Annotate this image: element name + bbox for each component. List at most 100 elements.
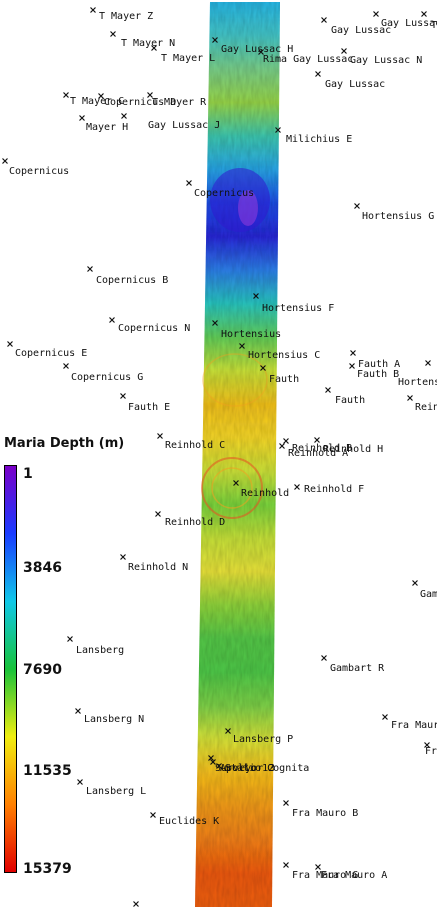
crater-fauth: Fauth [260,365,299,385]
crater-marker-icon [2,158,8,164]
crater-marker-icon [321,655,327,661]
crater-t-mayer-c: T Mayer C [63,92,124,107]
crater-label: Reinhold C [165,440,225,451]
crater-marker-icon [354,203,360,209]
crater-label: T Mayer Z [99,11,153,22]
crater-hortensius-c: Hortensius C [239,343,320,361]
crater-marker-icon [279,443,285,449]
crater-label: Fauth [335,395,365,406]
crater-marker-icon [121,113,127,119]
crater-marker-icon [79,115,85,121]
crater-label: Copernicus E [15,348,87,359]
crater-label: Hortensius E [398,377,437,388]
crater-label: Milichius E [286,134,352,145]
crater-marker-icon [147,92,153,98]
crater-label: Fauth A [358,359,400,370]
crater-marker-icon [253,293,259,299]
crater-label: Apollo 12 [220,763,274,774]
crater-euclides-k: Euclides K [150,812,219,827]
crater-label: Fra Mauro B [292,808,358,819]
crater-label: Gambart R [330,663,385,674]
crater-t-mayer-r: T Mayer R [147,92,207,108]
crater-copernicus-b: Copernicus B [87,266,168,286]
reinhold-crater-ring [201,457,263,519]
crater-marker-icon [186,180,192,186]
crater-reinhold-f: Reinhold F [294,484,364,495]
crater-marker-icon [421,11,427,17]
crater-gay-lussac-n: Gay Lussac N [341,48,422,66]
crater-label: Surveyor 3 [215,763,275,774]
crater-t-mayer-l: T Mayer L [151,45,215,64]
crater-label: Euclides K [159,816,219,827]
crater-t-mayer-z: T Mayer Z [90,7,153,22]
crater-milichius-e: Milichius E [275,127,352,145]
crater-statio-cognita: Statio Cognita [216,763,309,774]
crater-label: Hortensius G [362,211,434,222]
crater-marker-icon [349,363,355,369]
crater-marker-icon [133,901,139,907]
crater-label: Gambart [420,589,437,600]
crater-fra: Fra [424,742,437,757]
crater-marker-icon [283,800,289,806]
crater-marker-icon [63,92,69,98]
crater-marker-icon [283,438,289,444]
crater-marker-icon [75,708,81,714]
crater-marker-icon [98,93,104,99]
crater-marker-icon [67,636,73,642]
crater-marker-icon [239,343,245,349]
crater-lansberg: Lansberg [67,636,124,656]
crater-marker-icon [314,437,320,443]
legend-color-bar [4,465,17,873]
crater-marker-icon [315,71,321,77]
crater-label: Fra Mauro A [321,870,387,881]
crater-label: Gay Lussac A [381,18,437,29]
legend-tick-2: 3846 [23,560,62,576]
crater-label: Rima Gay Lussac [263,54,353,65]
legend-tick-3: 7690 [23,662,62,678]
crater-label: Reinhold N [128,562,188,573]
crater-label: Copernicus G [71,372,143,383]
crater-gay-lussac-j: Gay Lussac J [121,113,220,131]
crater-marker-icon [233,480,239,486]
crater-fauth-e: Fauth E [120,393,170,413]
crater-marker-icon [155,511,161,517]
crater-label: Lansberg N [84,714,144,725]
crater-label: Reinhold A [288,448,348,459]
crater-label: Hortensius C [248,350,320,361]
crater-hortensius: Hortensius [212,320,281,340]
crater-gay-lussac: Gay Lussac [315,71,385,90]
crater-marker-icon [315,864,321,870]
crater-copernicus: Copernicus [186,180,254,199]
crater-marker-icon [151,45,157,51]
crater-marker-icon [283,862,289,868]
crater-rima-gay-lussac: Rima Gay Lussac [258,49,353,65]
crater-label: Reinhold D [165,517,225,528]
crater-marker-icon [210,759,216,765]
crater-fra-mauro-a: Fra Mauro A [315,864,387,881]
crater-marker-icon [225,728,231,734]
reinhold-crater-inner [211,467,253,509]
crater-label: T Mayer N [121,38,175,49]
crater-reinhold-c: Reinhold C [157,433,225,451]
crater-marker-icon [7,341,13,347]
copernicus-deep-crater [210,168,270,232]
legend-tick-min: 1 [23,466,33,482]
crater-label: Gay Lussac [325,79,385,90]
crater-marker-icon [321,17,327,23]
crater-gambart: Gambart [412,580,437,600]
crater-hortensius-f: Hortensius F [253,293,334,314]
crater-apollo-12: Apollo 12 [210,759,274,774]
crater-label: Gay Lussac H [221,44,293,55]
crater-reinhold-h: Reinhold H [314,437,383,455]
crater-marker-icon [120,554,126,560]
crater-label: Fra [425,746,437,757]
crater-marker-icon [157,433,163,439]
crater-label: T Mayer D [431,20,437,31]
crater-marker-icon [150,812,156,818]
crater-marker-icon [373,11,379,17]
crater-marker-icon [424,742,430,748]
crater-label: Fauth [269,374,299,385]
crater-marker-icon [260,365,266,371]
crater-label: Mayer H [86,122,128,133]
crater-surveyor-3: Surveyor 3 [208,755,275,774]
